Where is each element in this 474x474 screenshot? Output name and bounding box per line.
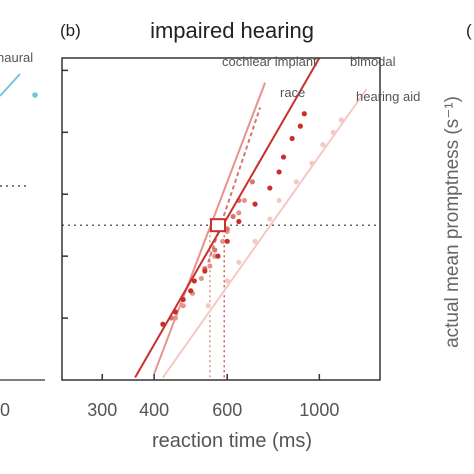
data-point-cochlear-implant — [180, 303, 186, 309]
data-point-hearing-aid — [309, 160, 315, 166]
data-point-bimodal — [191, 278, 197, 284]
left-panel-point — [32, 92, 38, 98]
data-point-bimodal — [160, 321, 166, 327]
data-point-bimodal — [202, 268, 208, 274]
data-point-bimodal — [301, 111, 307, 117]
x-ticks: 300 400 600 1000 — [87, 374, 339, 420]
fit-line-bimodal — [134, 58, 321, 379]
series-label-hearing-aid: hearing aid — [356, 89, 420, 104]
data-point-hearing-aid — [330, 129, 336, 135]
data-point-race — [249, 179, 256, 185]
x-tick-label: 600 — [212, 400, 242, 420]
left-panel-series-label: naural — [0, 50, 33, 65]
data-point-cochlear-implant — [241, 197, 248, 204]
data-point-bimodal — [289, 135, 295, 142]
data-point-hearing-aid — [224, 278, 230, 284]
data-point-cochlear-implant — [172, 315, 178, 321]
plot-area — [62, 58, 380, 380]
fit-line-cochlear-implant — [153, 82, 266, 375]
crossing-marker — [209, 218, 226, 233]
right-panel-y-axis-label: actual mean promptness (s⁻¹) — [442, 96, 463, 348]
plot-frame — [61, 57, 381, 381]
data-point-bimodal — [297, 123, 303, 129]
chart-title: impaired hearing — [150, 18, 314, 43]
x-axis-label: reaction time (ms) — [152, 430, 312, 452]
data-point-hearing-aid — [276, 197, 282, 204]
data-point-cochlear-implant — [220, 238, 226, 244]
series-label-bimodal: bimodal — [350, 54, 396, 69]
data-point-cochlear-implant — [198, 275, 205, 282]
data-point-bimodal — [215, 253, 221, 259]
data-point-bimodal — [276, 169, 282, 175]
data-point-bimodal — [180, 296, 186, 303]
left-panel-x-tick: 0 — [0, 400, 10, 420]
series-label-race: race — [280, 85, 305, 100]
x-tick-label: 400 — [139, 400, 169, 420]
right-panel-label: ( — [466, 21, 472, 40]
x-tick-label: 300 — [87, 400, 117, 420]
data-point-bimodal — [172, 309, 178, 315]
data-point-cochlear-implant — [236, 210, 242, 216]
data-point-bimodal — [252, 201, 258, 207]
data-point-hearing-aid — [320, 142, 326, 148]
panel-label: (b) — [60, 21, 81, 40]
data-point-bimodal — [236, 218, 242, 225]
data-point-hearing-aid — [205, 303, 211, 309]
data-point-hearing-aid — [236, 259, 242, 265]
left-panel-fragment: naural 0 — [0, 50, 45, 420]
data-point-hearing-aid — [252, 238, 258, 244]
data-point-cochlear-implant — [207, 263, 213, 269]
data-point-bimodal — [188, 288, 194, 294]
y-ticks — [62, 69, 68, 319]
series-label-cochlear-implant: cochlear implant — [222, 54, 317, 69]
fit-line-race — [207, 107, 262, 263]
data-point-race — [212, 247, 218, 253]
x-tick-label: 1000 — [299, 400, 339, 420]
data-point-hearing-aid — [267, 216, 273, 222]
data-point-bimodal — [280, 154, 287, 160]
data-point-hearing-aid — [293, 179, 299, 185]
left-panel-fit-line — [0, 73, 21, 97]
data-point-bimodal — [224, 238, 230, 244]
data-point-race — [230, 213, 236, 220]
data-point-bimodal — [267, 185, 273, 191]
fit-line-hearing-aid — [162, 88, 368, 379]
data-point-hearing-aid — [338, 117, 344, 123]
